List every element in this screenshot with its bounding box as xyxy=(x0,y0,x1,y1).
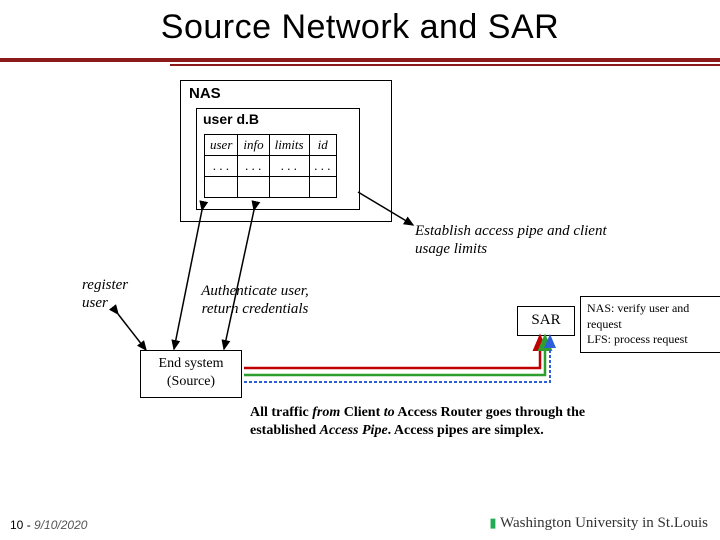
page-number: 10 xyxy=(10,518,23,532)
end-system-l2: (Source) xyxy=(141,373,241,391)
note-line-2: LFS: process request xyxy=(587,332,715,348)
table-row: . . . . . . . . . . . . xyxy=(205,156,337,177)
table-row xyxy=(205,177,337,198)
th-info: info xyxy=(238,135,269,156)
end-system-box: End system (Source) xyxy=(140,350,242,398)
shield-icon: ▮ xyxy=(489,515,496,530)
title-rule-1 xyxy=(0,58,720,62)
end-system-l1: End system xyxy=(141,355,241,373)
th-limits: limits xyxy=(269,135,309,156)
th-user: user xyxy=(205,135,238,156)
footer-date: 9/10/2020 xyxy=(34,518,87,532)
register-label: register user xyxy=(82,276,152,312)
note-box: NAS: verify user and request LFS: proces… xyxy=(580,296,720,353)
footer: 10 - 9/10/2020 xyxy=(10,518,87,532)
wustl-logo: ▮ Washington University in St.Louis xyxy=(489,515,708,532)
userdb-label: user d.B xyxy=(203,111,259,127)
userdb-table: user info limits id . . . . . . . . . . … xyxy=(204,134,337,198)
nas-label: NAS xyxy=(189,85,221,102)
sar-box: SAR xyxy=(517,306,575,336)
note-line-1: NAS: verify user and request xyxy=(587,301,715,332)
title-rule-2 xyxy=(170,64,720,66)
traffic-text: All traffic from Client to Access Router… xyxy=(250,404,600,440)
th-id: id xyxy=(309,135,336,156)
authenticate-label: Authenticate user, return credentials xyxy=(200,282,310,318)
establish-label: Establish access pipe and client usage l… xyxy=(415,222,645,258)
table-header-row: user info limits id xyxy=(205,135,337,156)
slide-title: Source Network and SAR xyxy=(0,0,720,47)
